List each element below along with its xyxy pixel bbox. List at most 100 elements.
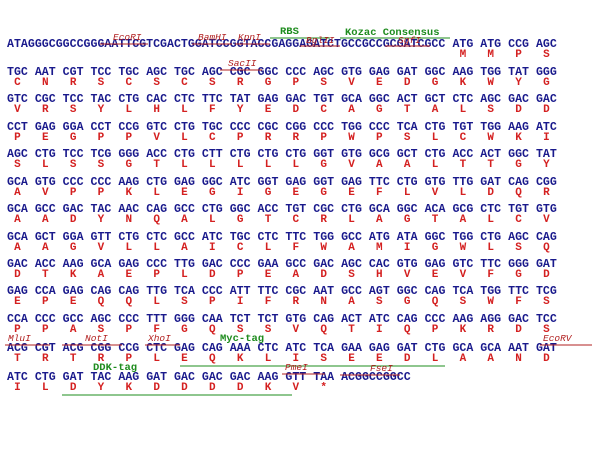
amino-acid: G [543, 77, 550, 89]
codon: CTC [146, 231, 167, 244]
feature-label: EcoRV [543, 333, 573, 344]
amino-acid: R [42, 353, 49, 365]
amino-acid: W [487, 296, 494, 308]
amino-acid: C [515, 214, 522, 226]
amino-acid: L [487, 242, 494, 254]
codon: GGG [174, 313, 195, 326]
amino-acid: D [153, 382, 160, 394]
amino-acid: H [376, 269, 383, 281]
codon: TGT [508, 203, 529, 216]
amino-acid: A [181, 242, 188, 254]
amino-acid: S [404, 132, 411, 144]
amino-acid: I [14, 382, 21, 394]
codon: TGT [452, 121, 473, 134]
codon: AGG [480, 313, 501, 326]
amino-acid: K [265, 382, 272, 394]
amino-acid: F [293, 242, 300, 254]
amino-acid: I [209, 242, 216, 254]
amino-acid: S [320, 353, 327, 365]
codon: CGG [285, 121, 306, 134]
codon: CCT [91, 121, 112, 134]
amino-acid: Q [125, 296, 132, 308]
codon: TGC [7, 66, 28, 79]
codon: GCA [7, 203, 28, 216]
amino-acid: R [543, 187, 550, 199]
codon: AGC [202, 66, 223, 79]
codon: CAA [202, 313, 223, 326]
amino-acid: L [348, 214, 355, 226]
amino-acid: D [320, 269, 327, 281]
codon: GAT [146, 371, 167, 384]
amino-acid: R [98, 353, 105, 365]
amino-acid: S [98, 159, 105, 171]
amino-acid: S [460, 296, 467, 308]
amino-acid: L [265, 242, 272, 254]
amino-acid: P [125, 324, 132, 336]
codon: AAG [258, 371, 279, 384]
amino-acid: P [293, 77, 300, 89]
codon: CTG [35, 148, 56, 161]
amino-acid: K [515, 132, 522, 144]
codon: CCC [369, 121, 390, 134]
codon: TGG [480, 285, 501, 298]
amino-acid: K [237, 353, 244, 365]
amino-acid: L [181, 132, 188, 144]
amino-acid: G [320, 159, 327, 171]
amino-acid: E [376, 353, 383, 365]
amino-acid: S [376, 296, 383, 308]
codon: TAC [91, 203, 112, 216]
codon: CGG [536, 176, 557, 189]
amino-acid: G [515, 269, 522, 281]
amino-acid: L [181, 104, 188, 116]
codon: ATA [397, 231, 418, 244]
amino-acid: R [293, 132, 300, 144]
amino-acid: Y [98, 382, 105, 394]
amino-acid: Y [543, 159, 550, 171]
codon: GTT [91, 231, 112, 244]
amino-acid: E [348, 187, 355, 199]
codon: CCT [7, 121, 28, 134]
codon: CCC [202, 285, 223, 298]
codon: GGA [63, 121, 84, 134]
codon: CTG [341, 203, 362, 216]
amino-acid: A [404, 159, 411, 171]
codon: GCC [174, 203, 195, 216]
codon: GAG [285, 176, 306, 189]
codon: TGG [452, 231, 473, 244]
codon: CTG [480, 231, 501, 244]
codon: GTC [146, 121, 167, 134]
amino-acid: D [543, 104, 550, 116]
codon: TGT [313, 93, 334, 106]
amino-acid: A [487, 353, 494, 365]
amino-acid: S [181, 296, 188, 308]
amino-acid: D [209, 269, 216, 281]
codon: TGG [480, 66, 501, 79]
codon: CCC [285, 66, 306, 79]
amino-acid: D [181, 382, 188, 394]
codon: GCC [35, 203, 56, 216]
codon: GAG [63, 285, 84, 298]
amino-acid: H [153, 104, 160, 116]
amino-acid: E [14, 296, 21, 308]
amino-acid: S [543, 296, 550, 308]
amino-acid: E [432, 269, 439, 281]
codon: GAC [202, 371, 223, 384]
codon: CCC [313, 121, 334, 134]
amino-acid: K [460, 324, 467, 336]
amino-acid: D [70, 214, 77, 226]
amino-acid: I [404, 242, 411, 254]
amino-acid: T [404, 104, 411, 116]
feature-label: BamHI [198, 32, 227, 43]
amino-acid: N [42, 77, 49, 89]
amino-acid: A [42, 214, 49, 226]
codon: GGC [508, 148, 529, 161]
amino-acid: V [14, 104, 21, 116]
codon: GAT [536, 258, 557, 271]
amino-acid: G [376, 104, 383, 116]
feature-label: FseI [370, 363, 393, 374]
codon: TAT [508, 66, 529, 79]
amino-acid: V [348, 159, 355, 171]
amino-acid: T [348, 324, 355, 336]
codon: GCT [425, 93, 446, 106]
feature-label: KpnI [238, 32, 261, 43]
